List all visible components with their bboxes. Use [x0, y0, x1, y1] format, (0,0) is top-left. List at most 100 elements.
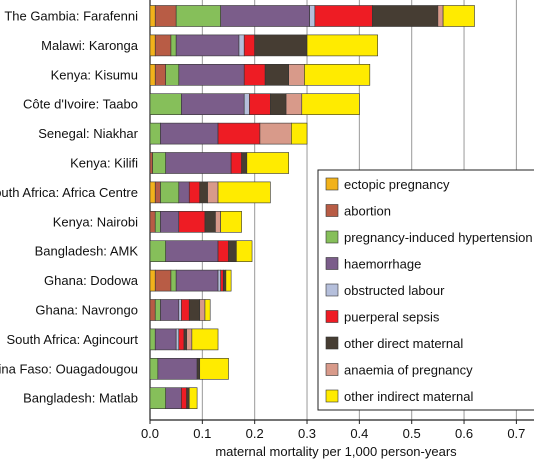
bar-segment: [254, 34, 308, 57]
bar-segment: [181, 93, 245, 115]
bar-segment: [217, 269, 221, 292]
bar-segment: [157, 357, 198, 380]
bar-segment: [220, 269, 224, 292]
bar-segment: [204, 299, 211, 321]
bar-segment: [165, 152, 232, 174]
category-label: Senegal: Niakhar: [38, 126, 138, 141]
bar-segment: [291, 122, 308, 145]
bar-segment: [217, 122, 261, 145]
legend-entry: anaemia of pregnancy: [344, 363, 473, 378]
legend-swatch: [325, 230, 339, 244]
bar-segment: [149, 181, 156, 204]
bar-segment: [372, 5, 439, 27]
x-axis: 0.0 0.1 0.2 0.3 0.4 0.5 0.6 0.7: [141, 419, 534, 441]
bar-segment: [264, 64, 290, 86]
bar-segment: [149, 357, 159, 380]
bar-segment: [259, 122, 292, 145]
bar-segment: [149, 64, 156, 86]
bar-segment: [207, 181, 219, 204]
bar-segment: [178, 299, 182, 321]
x-tick-label: 0.5: [403, 426, 421, 441]
bar-segment: [199, 299, 206, 321]
x-tick-label: 0.3: [298, 426, 316, 441]
bar-segment: [160, 299, 180, 321]
bar-segment: [149, 211, 156, 233]
x-axis-label: maternal mortality per 1,000 person-year…: [215, 444, 457, 459]
bar-segment: [243, 64, 266, 86]
category-label: Bangladesh: AMK: [35, 244, 139, 259]
bar-segment: [306, 34, 378, 57]
bar-segment: [149, 240, 167, 262]
legend-swatch: [325, 389, 339, 403]
bar-segment: [154, 299, 161, 321]
legend-entry: haemorrhage: [344, 257, 421, 272]
bar-segment: [160, 122, 219, 145]
legend-entry: ectopic pregnancy: [344, 177, 450, 192]
bars: [149, 5, 475, 410]
bar-segment: [204, 211, 216, 233]
bar-segment: [165, 240, 219, 262]
bar-segment: [154, 64, 167, 86]
legend-swatch: [325, 204, 339, 217]
x-tick-label: 0.2: [246, 426, 264, 441]
bar-segment: [154, 269, 172, 292]
x-tick-label: 0.0: [141, 426, 159, 441]
legend-swatch: [325, 363, 339, 376]
bar-segment: [149, 34, 156, 57]
bar-segment: [188, 181, 201, 204]
legend-entry: other indirect maternal: [344, 389, 473, 404]
bar-segment: [437, 5, 444, 27]
bar-segment: [178, 328, 185, 351]
bar-segment: [175, 34, 240, 57]
legend-swatch: [325, 336, 339, 350]
bar-segment: [304, 64, 371, 86]
bar-segment: [149, 93, 182, 115]
bar-segment: [175, 328, 180, 351]
bar-segment: [154, 34, 172, 57]
category-label: Bangladesh: Matlab: [23, 391, 138, 406]
bar-segment: [160, 181, 180, 204]
bar-segment: [154, 181, 161, 204]
legend: ectopic pregnancy abortion pregnancy-induc…: [317, 169, 534, 411]
legend-swatch: [325, 283, 339, 297]
category-label: Malawi: Karonga: [41, 38, 139, 53]
bar-segment: [270, 93, 287, 115]
x-tick-label: 0.4: [350, 426, 368, 441]
bar-segment: [309, 5, 316, 27]
bar-segment: [217, 240, 229, 262]
bar-segment: [199, 357, 229, 380]
bar-segment: [181, 299, 190, 321]
bar-segment: [165, 64, 180, 86]
category-label: Côte d'Ivoire: Taabo: [23, 97, 138, 112]
bar-segment: [243, 34, 255, 57]
legend-entry: pregnancy-induced hypertension: [344, 230, 533, 245]
bar-segment: [228, 240, 237, 262]
bar-segment: [288, 64, 305, 86]
category-label: Kenya: Kilifi: [70, 156, 138, 171]
bar-segment: [152, 152, 167, 174]
bar-segment: [188, 299, 201, 321]
legend-entry: other direct maternal: [344, 336, 463, 351]
bar-segment: [149, 152, 153, 174]
bar-segment: [191, 328, 219, 351]
category-label: South Africa: Agincourt: [6, 332, 138, 347]
bar-segment: [175, 269, 219, 292]
bar-segment: [178, 211, 206, 233]
bar-segment: [249, 93, 271, 115]
bar-segment: [149, 269, 156, 292]
bar-segment: [160, 211, 180, 233]
bar-segment: [285, 93, 303, 115]
legend-entry: obstructed labour: [344, 283, 445, 298]
bar-segment: [442, 5, 475, 27]
x-tick-label: 0.7: [507, 426, 525, 441]
bar-segment: [149, 299, 156, 321]
bar-segment: [217, 181, 271, 204]
bar-segment: [186, 328, 193, 351]
bar-segment: [178, 181, 190, 204]
legend-entry: puerperal sepsis: [344, 310, 440, 325]
bar-segment: [225, 269, 232, 292]
legend-swatch: [325, 177, 339, 191]
bar-segment: [230, 152, 242, 174]
bar-segment: [314, 5, 373, 27]
